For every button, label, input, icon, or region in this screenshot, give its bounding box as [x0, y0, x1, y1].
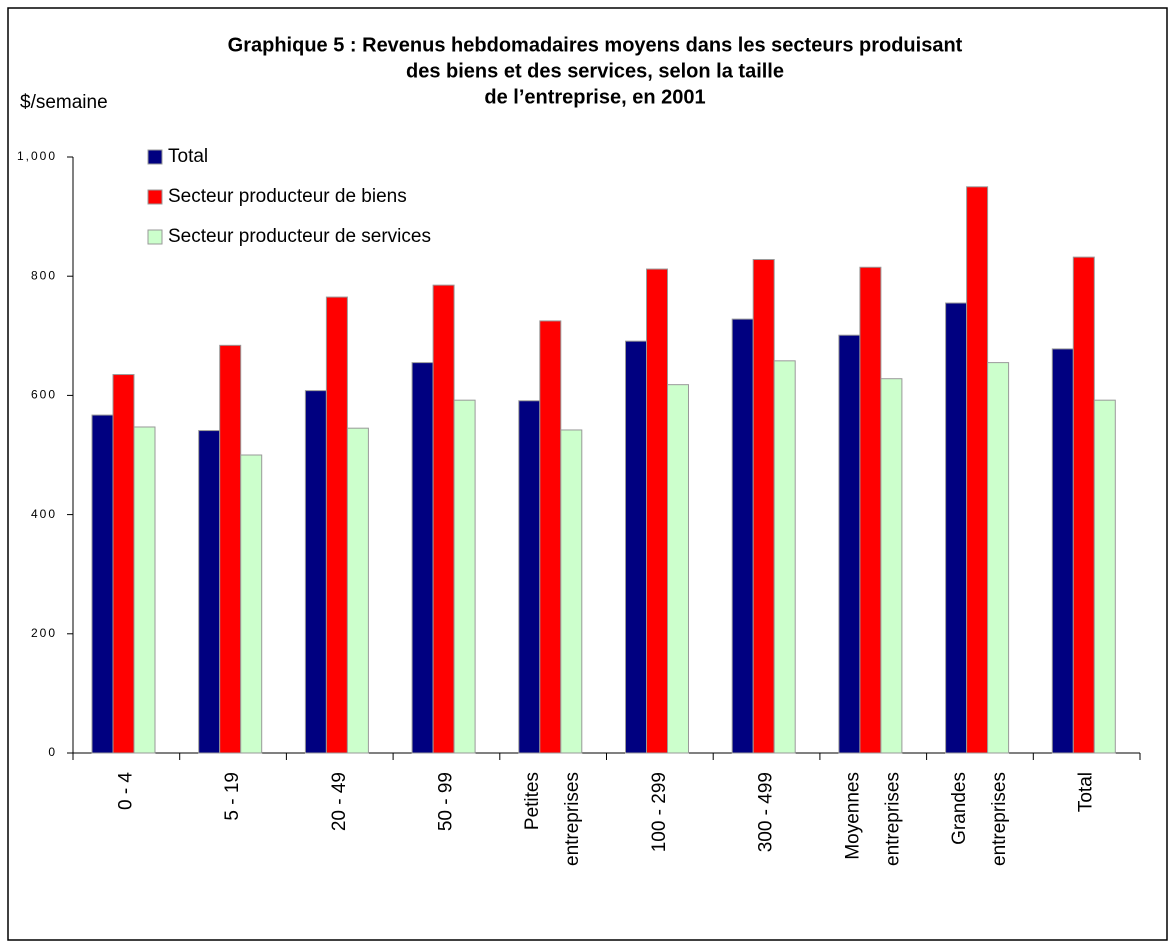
bar — [325, 296, 348, 754]
bar — [518, 400, 541, 754]
x-tick-label: 5 - 19 — [222, 772, 243, 821]
y-tick-label: 1,000 — [17, 149, 57, 163]
y-tick-label: 0 — [48, 745, 57, 759]
bar — [411, 362, 434, 754]
bar — [1051, 348, 1074, 754]
chart-title: des biens et des services, selon la tail… — [406, 60, 784, 82]
bar — [1093, 399, 1116, 754]
bar — [731, 318, 754, 754]
legend-swatch — [147, 149, 163, 165]
x-tick-label: 100 - 299 — [649, 772, 670, 852]
x-tick-label: Moyennes entreprises — [842, 772, 903, 866]
bar — [304, 390, 327, 754]
legend-label: Secteur producteur de services — [168, 226, 431, 247]
bar — [752, 259, 775, 754]
bar — [880, 378, 903, 754]
bar — [240, 454, 263, 754]
bar — [133, 426, 156, 754]
chart-title: de l’entreprise, en 2001 — [484, 86, 705, 108]
bar — [667, 384, 689, 754]
bar — [1072, 256, 1095, 754]
bar — [625, 340, 647, 754]
x-tick-label: Petites entreprises — [522, 772, 583, 866]
bar — [838, 334, 861, 754]
y-tick-label: 400 — [31, 507, 57, 521]
bar — [432, 284, 455, 754]
bar — [112, 374, 135, 754]
y-tick-label: 800 — [31, 268, 57, 282]
bar — [91, 414, 114, 754]
bar — [773, 360, 796, 754]
y-axis-label: $/semaine — [20, 92, 108, 113]
x-tick-label: 20 - 49 — [329, 772, 350, 831]
bar — [453, 399, 476, 754]
legend-label: Total — [168, 146, 208, 167]
bar — [219, 344, 242, 754]
bar — [945, 302, 968, 754]
y-tick-label: 200 — [31, 626, 57, 640]
x-tick-label: 0 - 4 — [115, 772, 136, 810]
x-tick-label: 300 - 499 — [756, 772, 777, 852]
bar — [646, 268, 668, 754]
bar — [560, 429, 583, 754]
bar — [966, 186, 989, 754]
y-tick-label: 600 — [31, 388, 57, 402]
x-tick-label: Total — [1076, 772, 1097, 812]
bar — [346, 427, 369, 754]
bar — [539, 320, 562, 754]
legend-swatch — [147, 189, 163, 205]
x-tick-label: Grandes entreprises — [949, 772, 1010, 866]
bar — [987, 362, 1010, 754]
legend-swatch — [147, 229, 163, 245]
legend-label: Secteur producteur de biens — [168, 186, 407, 207]
chart-title: Graphique 5 : Revenus hebdomadaires moye… — [228, 34, 963, 56]
bar — [198, 430, 221, 754]
x-tick-label: 50 - 99 — [435, 772, 456, 831]
bar — [859, 266, 882, 754]
